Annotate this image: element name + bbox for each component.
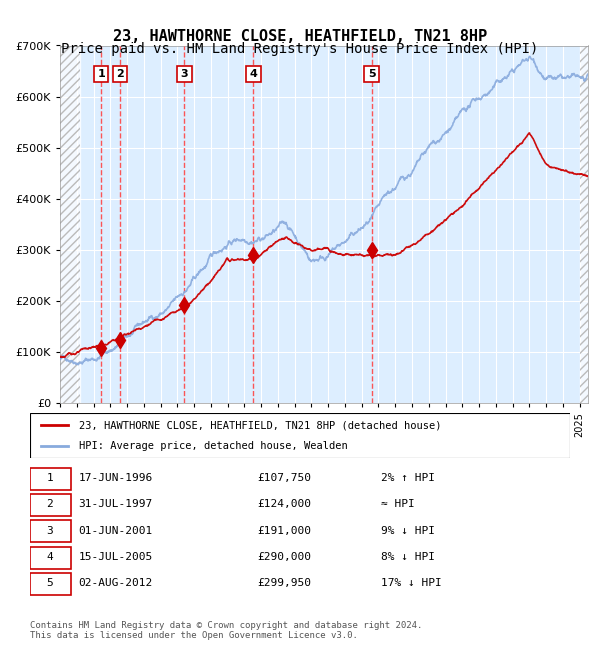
Text: 23, HAWTHORNE CLOSE, HEATHFIELD, TN21 8HP (detached house): 23, HAWTHORNE CLOSE, HEATHFIELD, TN21 8H… [79, 421, 441, 430]
Text: 15-JUL-2005: 15-JUL-2005 [79, 552, 153, 562]
Bar [60, 46, 80, 403]
Bar [580, 46, 588, 403]
Text: 17-JUN-1996: 17-JUN-1996 [79, 473, 153, 483]
Text: 2: 2 [116, 69, 124, 79]
Text: 1: 1 [97, 69, 105, 79]
Bar [580, 46, 588, 403]
Text: £191,000: £191,000 [257, 526, 311, 536]
Text: £107,750: £107,750 [257, 473, 311, 483]
FancyBboxPatch shape [30, 520, 71, 542]
Text: £299,950: £299,950 [257, 578, 311, 588]
Text: 3: 3 [181, 69, 188, 79]
Text: £290,000: £290,000 [257, 552, 311, 562]
Text: 23, HAWTHORNE CLOSE, HEATHFIELD, TN21 8HP: 23, HAWTHORNE CLOSE, HEATHFIELD, TN21 8H… [113, 29, 487, 44]
FancyBboxPatch shape [30, 494, 71, 516]
Text: 01-JUN-2001: 01-JUN-2001 [79, 526, 153, 536]
Text: 4: 4 [250, 69, 257, 79]
Text: 2: 2 [47, 499, 53, 509]
Text: HPI: Average price, detached house, Wealden: HPI: Average price, detached house, Weal… [79, 441, 347, 450]
FancyBboxPatch shape [30, 413, 570, 458]
FancyBboxPatch shape [30, 547, 71, 569]
FancyBboxPatch shape [30, 467, 71, 489]
Text: 8% ↓ HPI: 8% ↓ HPI [381, 552, 435, 562]
Text: ≈ HPI: ≈ HPI [381, 499, 415, 509]
Text: 9% ↓ HPI: 9% ↓ HPI [381, 526, 435, 536]
Text: £124,000: £124,000 [257, 499, 311, 509]
Text: 02-AUG-2012: 02-AUG-2012 [79, 578, 153, 588]
FancyBboxPatch shape [30, 573, 71, 595]
Text: 4: 4 [47, 552, 53, 562]
Bar [60, 46, 80, 403]
Text: 1: 1 [47, 473, 53, 483]
Text: 31-JUL-1997: 31-JUL-1997 [79, 499, 153, 509]
Text: Contains HM Land Registry data © Crown copyright and database right 2024.
This d: Contains HM Land Registry data © Crown c… [30, 621, 422, 640]
Text: Price paid vs. HM Land Registry's House Price Index (HPI): Price paid vs. HM Land Registry's House … [61, 42, 539, 57]
Text: 5: 5 [47, 578, 53, 588]
Text: 3: 3 [47, 526, 53, 536]
Text: 5: 5 [368, 69, 376, 79]
Text: 17% ↓ HPI: 17% ↓ HPI [381, 578, 442, 588]
Text: 2% ↑ HPI: 2% ↑ HPI [381, 473, 435, 483]
